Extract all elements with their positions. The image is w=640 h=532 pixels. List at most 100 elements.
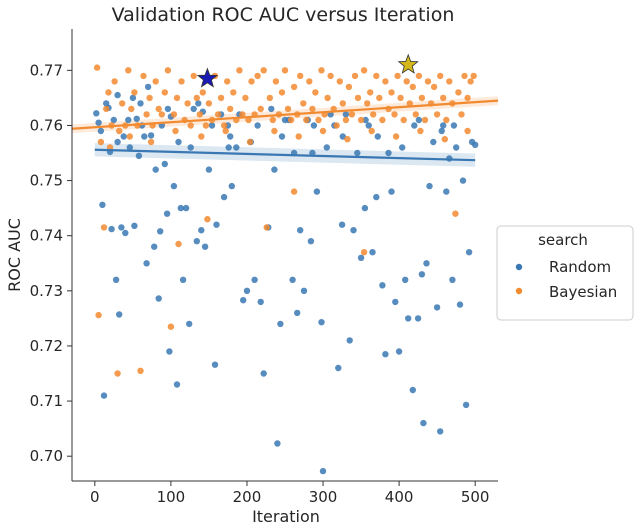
point-bayesian bbox=[418, 94, 426, 102]
y-tick-label: 0.73 bbox=[30, 282, 63, 300]
point-bayesian bbox=[100, 224, 108, 231]
point-random bbox=[278, 133, 286, 140]
point-random bbox=[152, 166, 159, 173]
point-bayesian bbox=[97, 138, 105, 146]
point-random bbox=[420, 419, 427, 427]
point-random bbox=[99, 201, 106, 208]
point-random bbox=[426, 182, 433, 190]
point-random bbox=[233, 144, 240, 151]
point-random bbox=[120, 133, 127, 140]
point-random bbox=[170, 182, 178, 190]
x-tick-label: 0 bbox=[90, 488, 100, 506]
point-bayesian bbox=[190, 72, 197, 80]
point-random bbox=[257, 298, 264, 306]
point-random bbox=[260, 370, 267, 377]
point-random bbox=[319, 467, 327, 475]
point-bayesian bbox=[382, 78, 389, 85]
point-bayesian bbox=[464, 127, 471, 135]
point-bayesian bbox=[119, 100, 126, 107]
point-random bbox=[438, 127, 445, 135]
point-bayesian bbox=[103, 105, 110, 113]
point-random bbox=[414, 315, 422, 322]
point-bayesian bbox=[254, 72, 261, 80]
point-bayesian bbox=[230, 89, 237, 96]
point-random bbox=[116, 311, 123, 318]
point-bayesian bbox=[297, 72, 304, 80]
point-bayesian bbox=[415, 72, 423, 80]
point-bayesian bbox=[217, 94, 225, 102]
point-bayesian bbox=[114, 370, 121, 377]
point-bayesian bbox=[348, 111, 356, 118]
point-bayesian bbox=[345, 83, 353, 91]
point-bayesian bbox=[388, 89, 395, 96]
point-random bbox=[373, 193, 380, 201]
point-random bbox=[225, 144, 232, 151]
y-tick-label: 0.72 bbox=[30, 337, 63, 355]
point-random bbox=[405, 315, 412, 322]
x-tick-label: 400 bbox=[385, 488, 414, 506]
legend-frame bbox=[496, 225, 634, 321]
point-random bbox=[418, 271, 426, 278]
point-bayesian bbox=[440, 94, 447, 102]
y-tick-label: 0.76 bbox=[30, 116, 63, 134]
point-random bbox=[277, 320, 284, 328]
point-random bbox=[399, 144, 406, 151]
point-random bbox=[274, 440, 281, 447]
point-bayesian bbox=[303, 116, 310, 124]
point-random bbox=[346, 337, 353, 344]
point-bayesian bbox=[441, 136, 448, 143]
trend-line-bayesian bbox=[71, 99, 499, 130]
point-random bbox=[453, 144, 460, 151]
point-bayesian bbox=[245, 116, 252, 124]
point-bayesian bbox=[470, 72, 477, 80]
point-bayesian bbox=[412, 111, 419, 118]
point-random bbox=[144, 83, 152, 91]
point-bayesian bbox=[95, 311, 102, 319]
point-bayesian bbox=[263, 224, 270, 231]
point-bayesian bbox=[140, 72, 147, 80]
legend-label-random: Random bbox=[549, 258, 611, 276]
point-bayesian bbox=[309, 105, 316, 113]
point-random bbox=[433, 304, 441, 311]
point-random bbox=[443, 188, 450, 195]
point-random bbox=[175, 138, 182, 146]
point-random bbox=[240, 297, 247, 304]
point-random bbox=[251, 276, 258, 283]
point-random bbox=[338, 221, 346, 228]
point-random bbox=[164, 105, 172, 113]
point-random bbox=[350, 227, 357, 234]
legend-title: search bbox=[538, 231, 588, 249]
x-tick-label: 200 bbox=[233, 488, 262, 506]
point-bayesian bbox=[257, 105, 264, 113]
point-random bbox=[374, 133, 381, 140]
point-random bbox=[208, 122, 216, 129]
point-bayesian bbox=[339, 100, 346, 107]
point-bayesian bbox=[342, 116, 350, 124]
point-random bbox=[335, 364, 342, 372]
point-random bbox=[254, 122, 261, 129]
best-star-random bbox=[196, 67, 219, 88]
point-random bbox=[114, 91, 121, 99]
x-axis-label: Iteration bbox=[252, 507, 320, 526]
point-random bbox=[385, 149, 392, 157]
axes: 0 100 200 300 400 500 0.70 0.71 0.72 0.73 0.74 0.75… bbox=[30, 29, 498, 506]
point-random bbox=[423, 260, 430, 267]
point-bayesian bbox=[368, 127, 375, 135]
point-bayesian bbox=[137, 367, 144, 374]
point-bayesian bbox=[446, 78, 453, 85]
point-random bbox=[157, 228, 164, 235]
point-random bbox=[131, 222, 138, 229]
point-random bbox=[161, 160, 168, 168]
point-bayesian bbox=[409, 83, 416, 91]
point-random bbox=[294, 309, 301, 317]
y-tick-label: 0.77 bbox=[30, 61, 63, 79]
point-bayesian bbox=[242, 94, 249, 102]
point-random bbox=[307, 238, 315, 245]
point-random bbox=[354, 149, 361, 157]
point-bayesian bbox=[394, 72, 401, 80]
x-tick-label: 500 bbox=[461, 488, 490, 506]
point-bayesian bbox=[143, 111, 150, 118]
point-random bbox=[369, 249, 376, 256]
point-random bbox=[459, 177, 467, 184]
